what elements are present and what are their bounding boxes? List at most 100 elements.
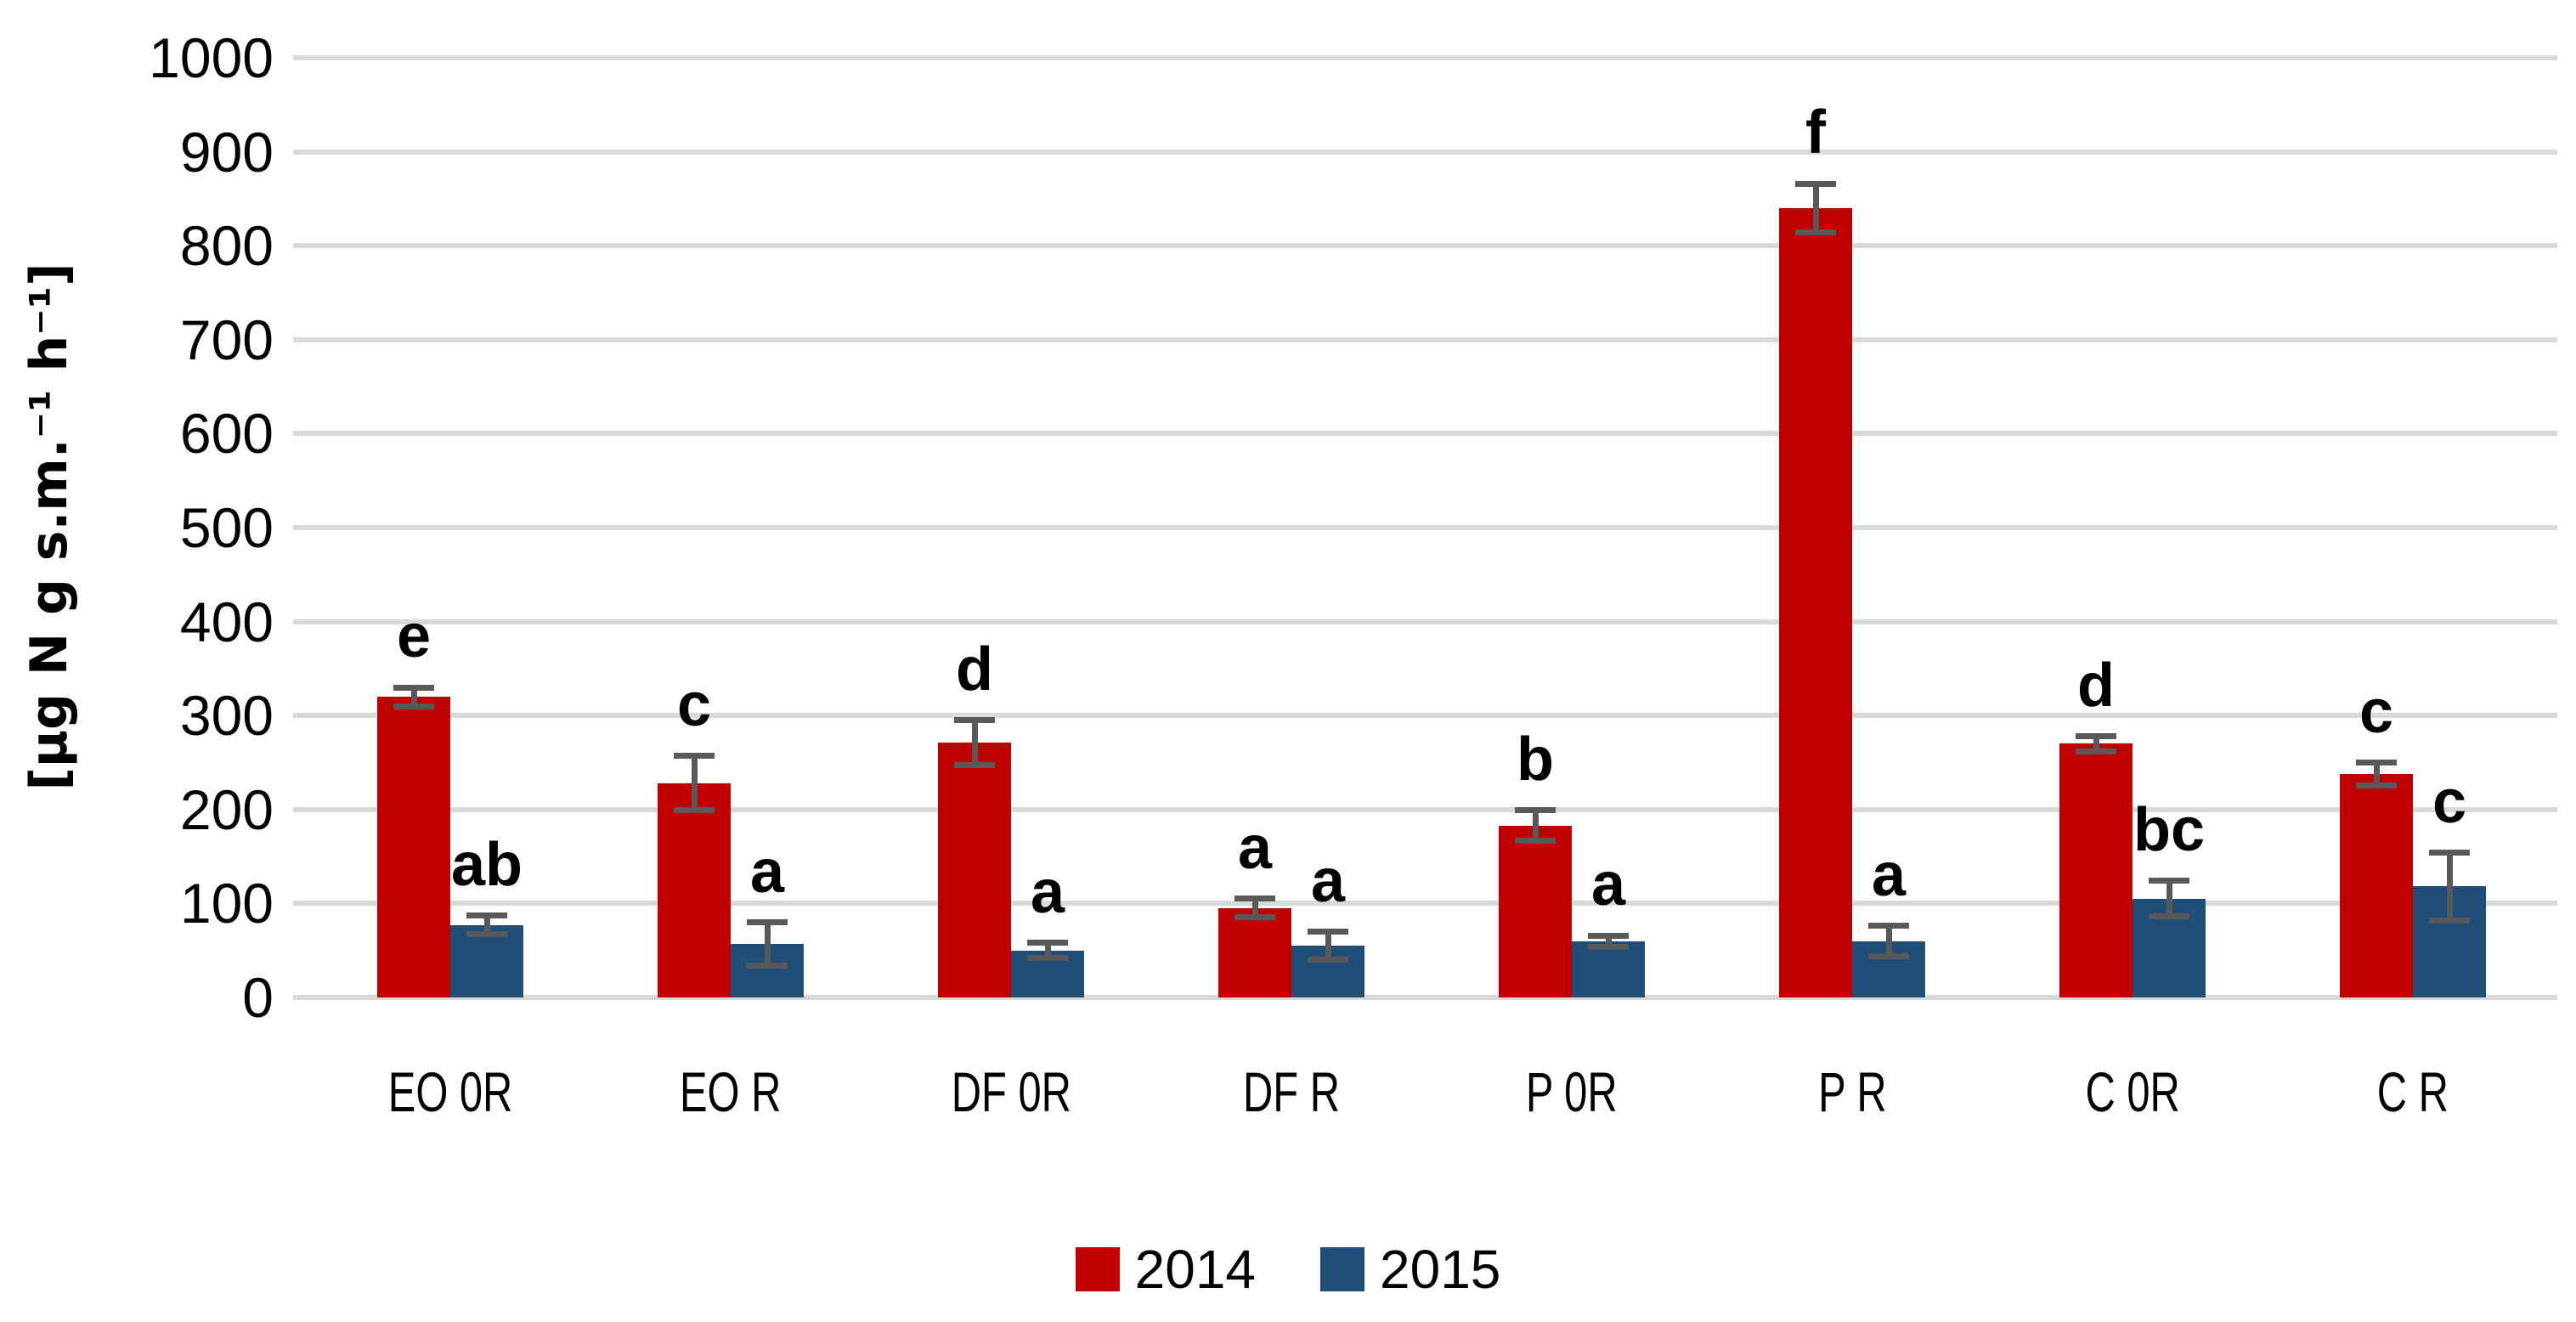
error-cap-top-2015-EO-0R [466, 912, 507, 919]
x-label-C-0R: C 0R [2085, 1060, 2180, 1123]
bar-2014-C-R [2340, 773, 2413, 997]
error-cap-bottom-2014-C-R [2356, 782, 2397, 788]
bar-2014-P-0R [1499, 825, 1572, 997]
sig-letter-2014-P-R: f [1805, 99, 1826, 167]
y-tick-label-800: 800 [179, 214, 274, 278]
sig-letter-2014-EO-R: c [676, 670, 712, 739]
error-cap-top-2014-DF-R [1234, 895, 1275, 902]
y-tick-label-100: 100 [179, 872, 274, 935]
legend-swatch-2015 [1320, 1247, 1364, 1291]
bar-2014-EO-0R [377, 697, 450, 997]
error-cap-bottom-2015-C-0R [2149, 913, 2189, 920]
error-bar-2015-DF-0R [1044, 942, 1051, 958]
error-bar-2015-C-R [2446, 852, 2453, 921]
gridline-200 [293, 806, 2557, 812]
sig-letter-2014-P-0R: b [1517, 725, 1554, 794]
error-cap-top-2014-EO-R [674, 753, 715, 760]
sig-letter-2015-DF-R: a [1310, 846, 1346, 915]
gridline-1000 [293, 55, 2557, 60]
y-tick-label-400: 400 [179, 590, 274, 653]
sig-letter-2015-P-0R: a [1590, 850, 1626, 918]
error-bar-2014-P-0R [1532, 810, 1539, 841]
error-cap-bottom-2014-DF-0R [954, 762, 995, 769]
x-label-DF-R: DF R [1243, 1060, 1340, 1123]
error-bar-2014-EO-R [691, 755, 698, 811]
gridline-600 [293, 431, 2557, 437]
error-cap-top-2014-EO-0R [393, 684, 434, 691]
error-cap-top-2014-P-0R [1515, 807, 1556, 814]
bar-2015-P-0R [1572, 941, 1645, 997]
legend-label-2015: 2015 [1380, 1239, 1501, 1300]
error-cap-top-2015-DF-R [1308, 929, 1348, 935]
error-bar-2014-DF-R [1251, 898, 1258, 918]
gridline-500 [293, 525, 2557, 530]
y-tick-label-300: 300 [179, 684, 274, 748]
legend-item-2015: 2015 [1320, 1242, 1500, 1297]
y-tick-label-500: 500 [179, 496, 274, 559]
sig-letter-2014-DF-R: a [1237, 813, 1273, 882]
sig-letter-2014-EO-0R: e [396, 602, 432, 671]
error-cap-top-2015-EO-R [747, 919, 788, 926]
sig-letter-2015-EO-R: a [749, 837, 785, 906]
x-label-DF-0R: DF 0R [951, 1060, 1071, 1123]
sig-letter-2015-EO-0R: ab [450, 830, 523, 899]
sig-letter-2014-C-0R: d [2077, 651, 2115, 720]
x-label-P-R: P R [1817, 1060, 1887, 1123]
x-label-EO-R: EO R [680, 1060, 782, 1123]
error-cap-bottom-2014-DF-R [1234, 914, 1275, 921]
error-cap-bottom-2014-P-0R [1515, 837, 1556, 844]
error-cap-bottom-2015-EO-R [747, 962, 788, 969]
error-bar-2014-EO-0R [410, 687, 417, 707]
error-cap-top-2014-C-R [2356, 760, 2397, 766]
error-cap-top-2015-C-R [2429, 850, 2470, 856]
error-cap-top-2015-C-0R [2149, 878, 2189, 884]
gridline-400 [293, 619, 2557, 624]
error-cap-bottom-2015-DF-0R [1027, 955, 1068, 962]
error-cap-bottom-2014-EO-R [674, 807, 715, 814]
error-bar-2015-C-0R [2166, 880, 2172, 917]
sig-letter-2015-P-R: a [1871, 840, 1907, 909]
sig-letter-2015-C-0R: bc [2133, 795, 2206, 864]
bar-2014-EO-R [658, 782, 731, 997]
gridline-800 [293, 243, 2557, 249]
legend-swatch-2014 [1075, 1247, 1120, 1291]
gridline-100 [293, 901, 2557, 907]
legend: 2014 2015 [0, 1242, 2576, 1297]
error-bar-2014-C-0R [2093, 736, 2099, 752]
legend-item-2014: 2014 [1075, 1242, 1256, 1297]
gridline-0 [293, 995, 2557, 1000]
bar-2014-P-R [1779, 207, 1852, 997]
y-axis-title: [µg N g s.m.⁻¹ h⁻¹] [20, 263, 79, 791]
gridline-300 [293, 713, 2557, 719]
x-label-P-0R: P 0R [1526, 1060, 1618, 1123]
error-bar-2014-DF-0R [971, 720, 978, 766]
error-cap-top-2015-P-0R [1588, 932, 1629, 939]
y-tick-label-900: 900 [179, 120, 274, 184]
error-cap-bottom-2014-C-0R [2076, 748, 2116, 754]
x-label-C-R: C R [2376, 1060, 2449, 1123]
error-cap-bottom-2015-P-R [1868, 952, 1909, 959]
bar-2014-DF-R [1218, 907, 1291, 997]
sig-letter-2014-DF-0R: d [956, 635, 993, 703]
error-cap-top-2014-P-R [1795, 180, 1836, 187]
sig-letter-2015-DF-0R: a [1030, 857, 1065, 926]
bar-2014-DF-0R [938, 743, 1011, 997]
sig-letter-2014-C-R: c [2359, 677, 2394, 746]
gridline-900 [293, 149, 2557, 155]
error-bar-2014-P-R [1812, 184, 1819, 233]
error-cap-top-2015-P-R [1868, 923, 1909, 929]
sig-letter-2015-C-R: c [2432, 767, 2467, 836]
y-tick-label-200: 200 [179, 777, 274, 841]
error-cap-bottom-2015-P-0R [1588, 943, 1629, 950]
error-bar-2015-EO-0R [483, 915, 490, 935]
error-cap-top-2015-DF-0R [1027, 940, 1068, 946]
error-bar-2015-EO-R [764, 922, 771, 966]
error-cap-bottom-2015-DF-R [1308, 957, 1348, 963]
error-cap-bottom-2014-EO-0R [393, 703, 434, 709]
x-label-EO-0R: EO 0R [387, 1060, 513, 1123]
y-tick-label-0: 0 [242, 966, 274, 1029]
error-bar-2015-P-0R [1605, 935, 1612, 947]
error-cap-top-2014-C-0R [2076, 733, 2116, 740]
error-cap-bottom-2014-P-R [1795, 229, 1836, 236]
